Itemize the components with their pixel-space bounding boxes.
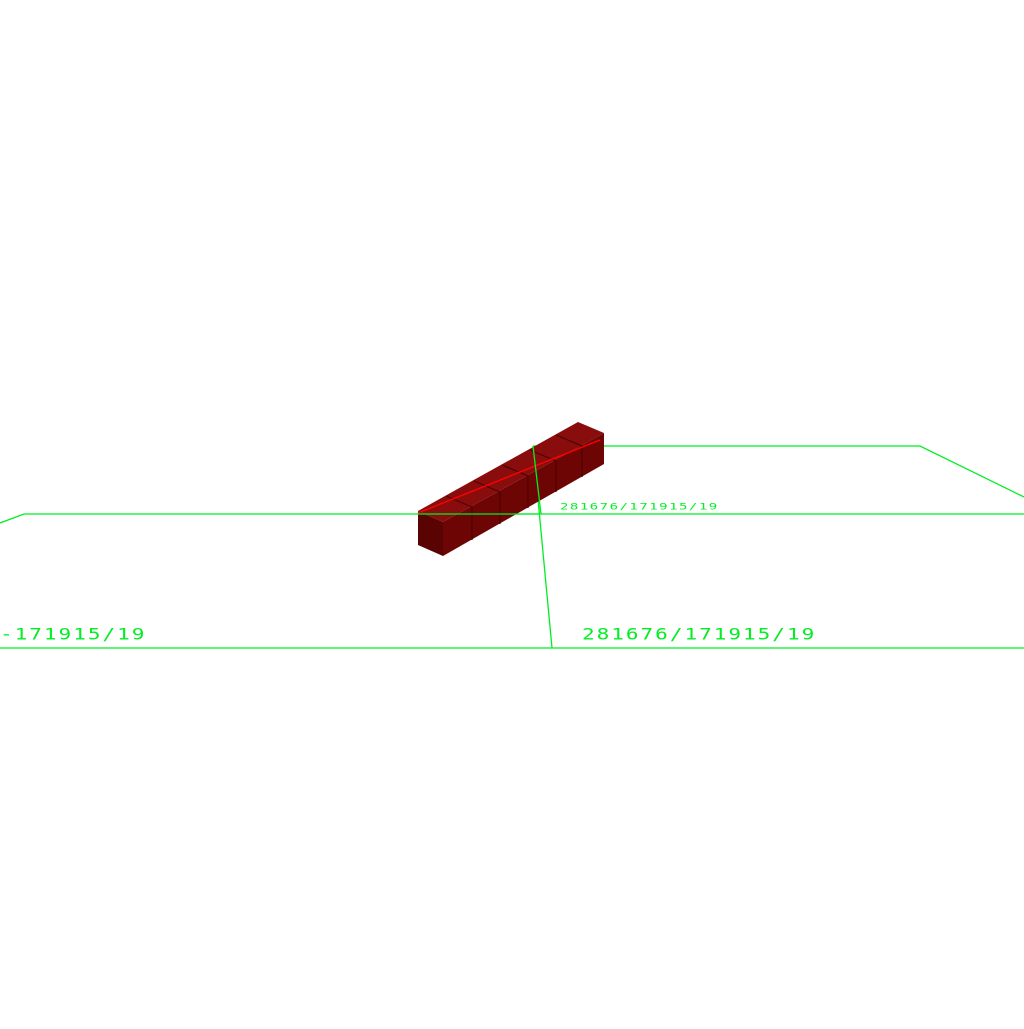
bar-highlight-edge (417, 439, 601, 514)
tile-labels: -171915/19 281676/171915/19 281676/17191… (0, 501, 816, 644)
bar-end-face (418, 511, 443, 556)
bar-top-face (418, 422, 604, 522)
grid-divider-overlay (532, 445, 542, 515)
grid-tile-left (0, 513, 538, 524)
block-seams (445, 434, 583, 540)
ground-grid (0, 445, 1024, 649)
left-tile-label: -171915/19 (0, 626, 146, 644)
block-bar[interactable] (417, 422, 604, 556)
right-tile-label: 281676/171915/19 (582, 626, 816, 644)
grid-tile-right-back (533, 445, 1024, 498)
bar-front-face (443, 433, 604, 556)
back-tile-label: 281676/171915/19 (560, 501, 719, 511)
